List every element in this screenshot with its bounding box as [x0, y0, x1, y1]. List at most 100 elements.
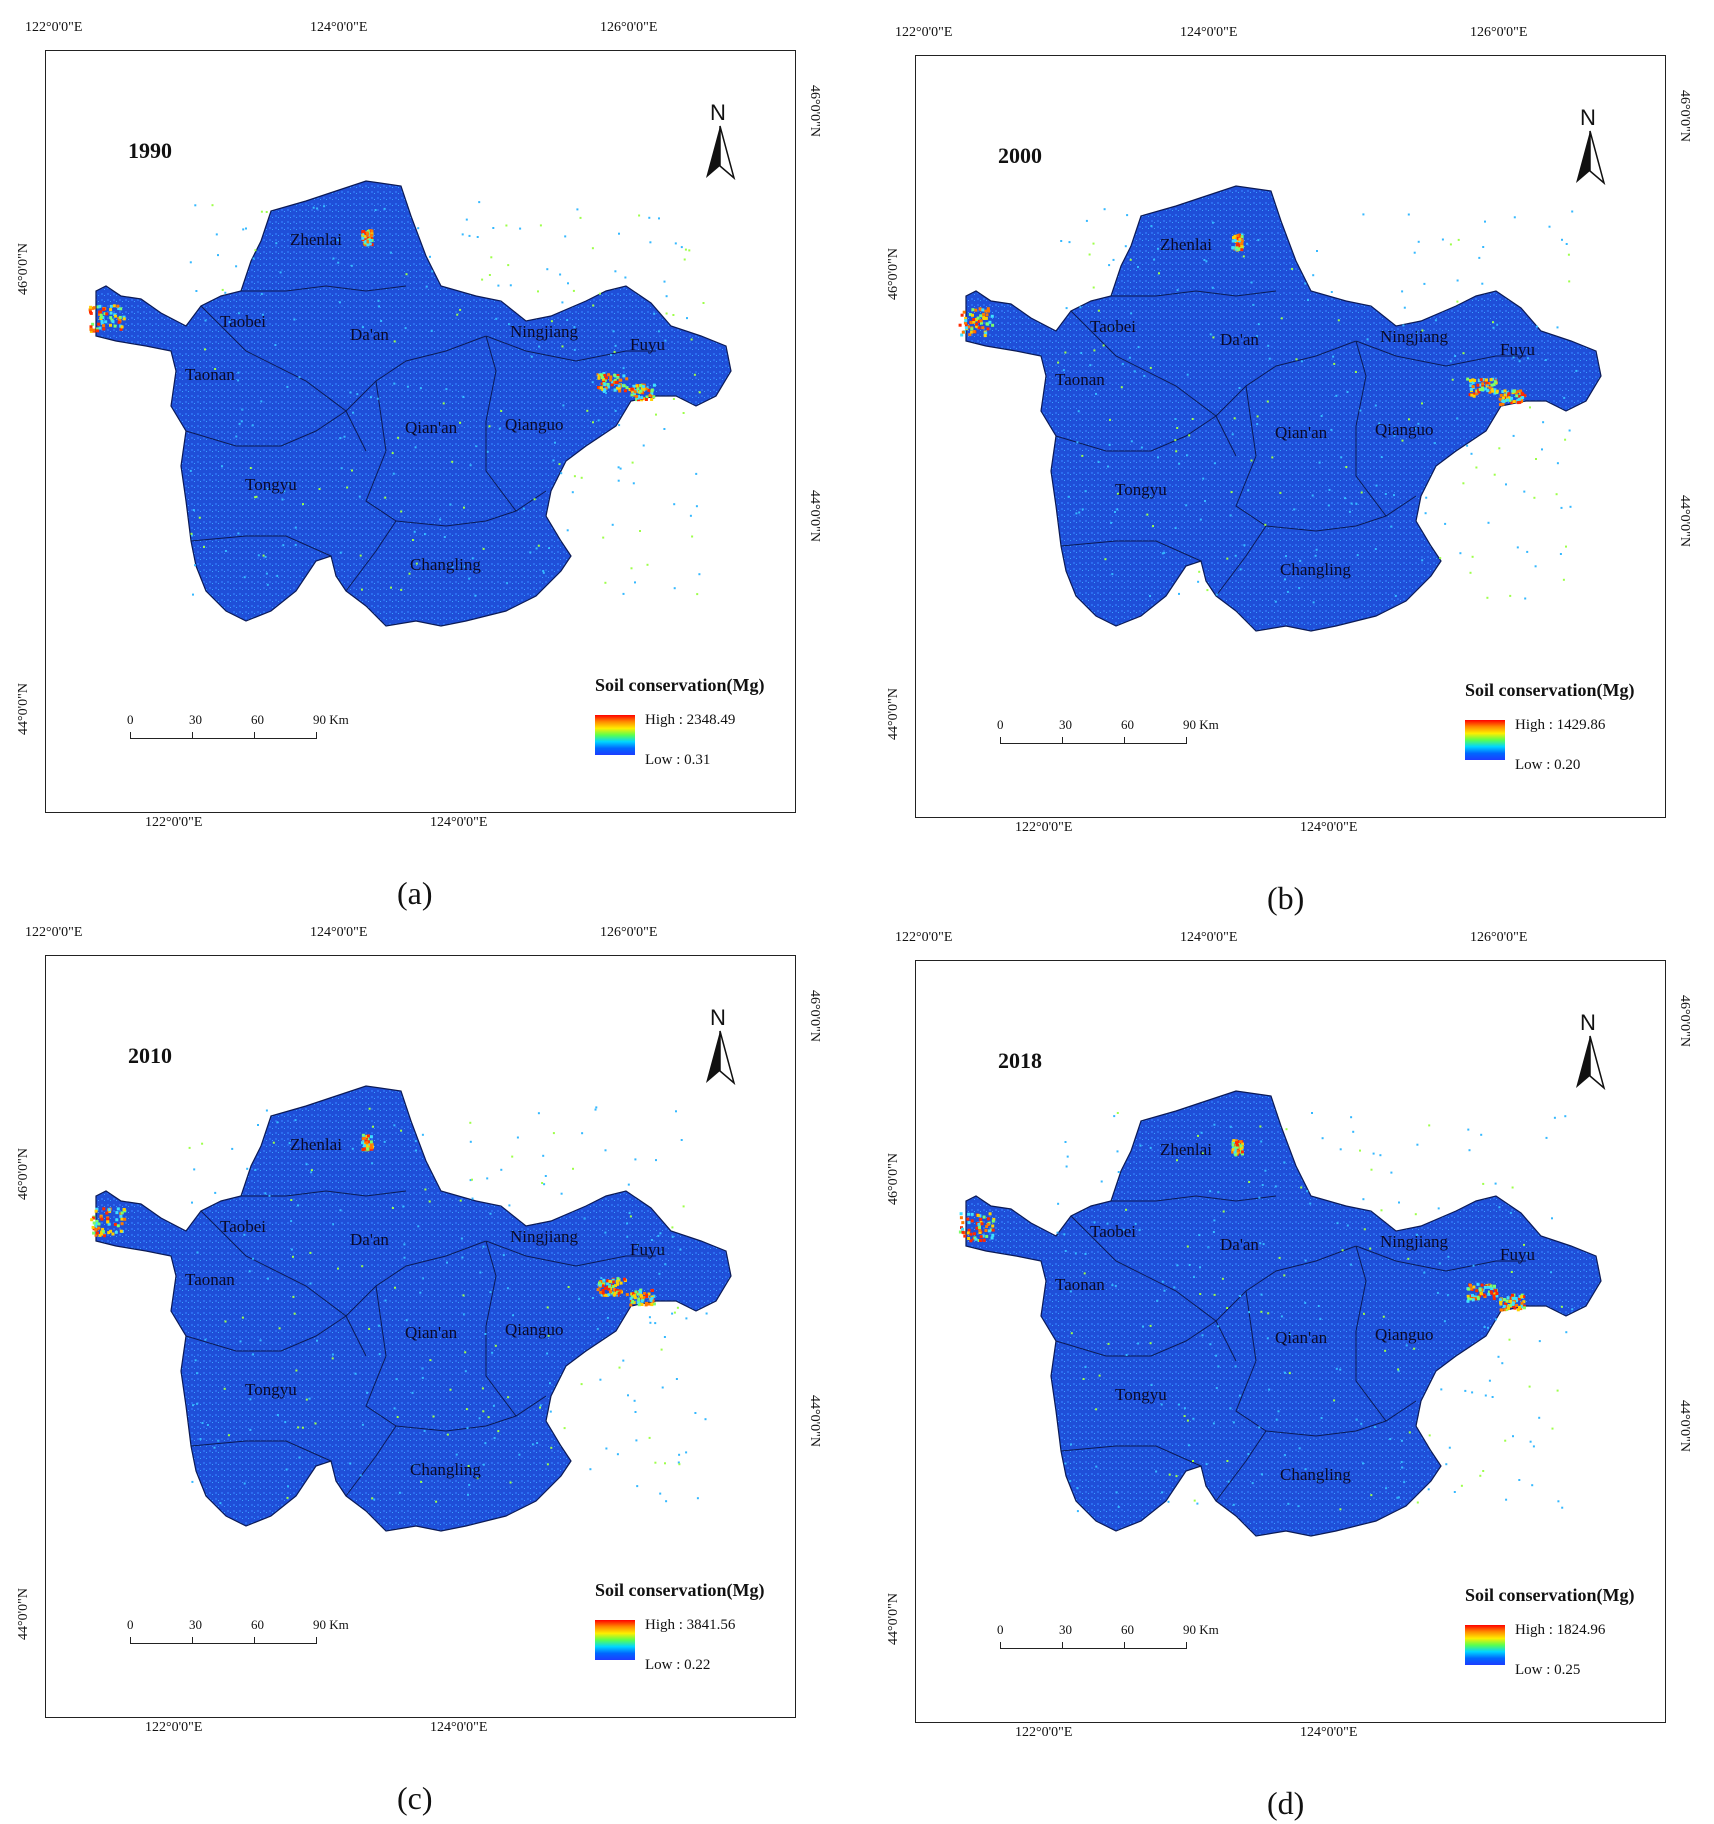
scale-label: 90 Km [1183, 717, 1219, 732]
bottom-tick-label: 122°0'0"E [145, 815, 203, 830]
north-label: N [1580, 1010, 1596, 1035]
scale-bar: 0 30 60 90 Km [997, 717, 1219, 757]
right-tick-label: 44°0'0"N [807, 1395, 822, 1447]
legend-title: Soil conservation(Mg) [1465, 680, 1635, 700]
county-border [1060, 540, 1202, 562]
legend-color-ramp [1465, 1625, 1505, 1665]
right-tick-label: 46°0'0"N [1677, 90, 1692, 142]
bottom-tick-label: 122°0'0"E [1015, 1725, 1073, 1740]
top-tick-label: 126°0'0"E [600, 925, 658, 940]
left-tick-label: 44°0'0"N [16, 1588, 31, 1640]
county-border [1265, 495, 1417, 532]
top-tick-label: 122°0'0"E [25, 925, 83, 940]
place-label: Fuyu [630, 335, 665, 354]
place-label: Da'an [350, 325, 389, 344]
scale-bar: 0 30 60 90 Km [127, 1617, 349, 1657]
county-border [190, 1440, 332, 1462]
bottom-tick-label: 124°0'0"E [1300, 1725, 1358, 1740]
north-arrow-icon [706, 125, 736, 181]
left-tick-label: 46°0'0"N [886, 1153, 901, 1205]
legend-high: High : 3841.56 [645, 1617, 736, 1633]
place-label: Changling [410, 555, 481, 574]
county-border [345, 1425, 397, 1497]
map-frame [915, 55, 1666, 818]
county-border [1215, 340, 1357, 417]
county-border [1070, 310, 1237, 457]
place-label: Tongyu [245, 475, 297, 494]
top-tick-label: 122°0'0"E [895, 25, 953, 40]
panel-caption: (d) [1267, 1785, 1305, 1821]
county-border [1355, 340, 1387, 517]
county-border [1111, 290, 1277, 297]
map-year: 1990 [128, 138, 172, 163]
legend-high: High : 2348.49 [645, 712, 736, 728]
right-tick-label: 46°0'0"N [807, 990, 822, 1042]
map-frame [915, 960, 1666, 1723]
place-label: Changling [410, 1460, 481, 1479]
north-arrow: N [1570, 1010, 1610, 1094]
county-border [1055, 415, 1217, 452]
county-border [365, 380, 397, 522]
region-outline [965, 1090, 1602, 1537]
map-panel-1990: 122°0'0"E 124°0'0"E 126°0'0"E 122°0'0"E 124°… [0, 0, 830, 911]
north-arrow: N [1570, 105, 1610, 189]
top-tick-label: 124°0'0"E [310, 925, 368, 940]
place-label: Fuyu [1500, 1245, 1535, 1264]
county-border [485, 1240, 517, 1417]
place-label: Ningjiang [1380, 327, 1448, 346]
scale-label: 30 [189, 1617, 202, 1632]
place-label: Ningjiang [510, 322, 578, 341]
county-border [1070, 1215, 1237, 1362]
place-label: Da'an [1220, 330, 1259, 349]
legend-low: Low : 0.20 [1515, 757, 1581, 773]
place-label: Qianguo [505, 1320, 564, 1339]
map-panel-2018: 122°0'0"E 124°0'0"E 126°0'0"E 122°0'0"E 124°… [870, 910, 1700, 1821]
map-year: 2018 [998, 1048, 1042, 1073]
north-label: N [710, 1005, 726, 1030]
county-border [185, 1315, 347, 1352]
region-map [90, 1085, 732, 1532]
place-label: Taobei [220, 312, 267, 331]
county-border [1265, 1400, 1417, 1437]
county-border [395, 490, 547, 527]
map-frame [45, 955, 796, 1718]
county-border [185, 410, 347, 447]
scale-label: 60 [1121, 717, 1134, 732]
place-label: Da'an [350, 1230, 389, 1249]
legend-low: Low : 0.25 [1515, 1662, 1581, 1678]
county-border [1060, 1445, 1202, 1467]
legend-title: Soil conservation(Mg) [1465, 1585, 1635, 1605]
county-border [345, 335, 487, 412]
scale-label: 30 [189, 712, 202, 727]
county-border [1055, 1320, 1217, 1357]
county-border [345, 1240, 487, 1317]
left-tick-label: 44°0'0"N [886, 688, 901, 740]
county-border [1215, 525, 1267, 597]
hotspots [958, 1112, 1574, 1513]
panel-caption: (b) [1267, 880, 1305, 916]
place-label: Tongyu [245, 1380, 297, 1399]
county-border [241, 285, 407, 292]
north-arrow: N [700, 1005, 740, 1089]
county-border [241, 1190, 407, 1197]
legend-color-ramp [595, 715, 635, 755]
north-arrow-icon [1576, 130, 1606, 186]
legend-high: High : 1429.86 [1515, 717, 1606, 733]
county-border [1215, 1430, 1267, 1502]
right-tick-label: 46°0'0"N [1677, 995, 1692, 1047]
place-label: Qian'an [1275, 423, 1328, 442]
north-arrow-icon [1576, 1035, 1606, 1091]
map-year: 2010 [128, 1043, 172, 1068]
scale-label: 90 Km [313, 1617, 349, 1632]
county-border [1355, 1245, 1387, 1422]
county-border [1355, 1245, 1526, 1272]
county-border [1215, 1245, 1357, 1322]
place-label: Changling [1280, 560, 1351, 579]
place-label: Da'an [1220, 1235, 1259, 1254]
top-tick-label: 124°0'0"E [1180, 25, 1238, 40]
north-label: N [710, 100, 726, 125]
bottom-tick-label: 124°0'0"E [430, 1720, 488, 1735]
place-label: Ningjiang [510, 1227, 578, 1246]
panel-caption: (c) [397, 1780, 433, 1816]
scale-label: 60 [251, 712, 264, 727]
